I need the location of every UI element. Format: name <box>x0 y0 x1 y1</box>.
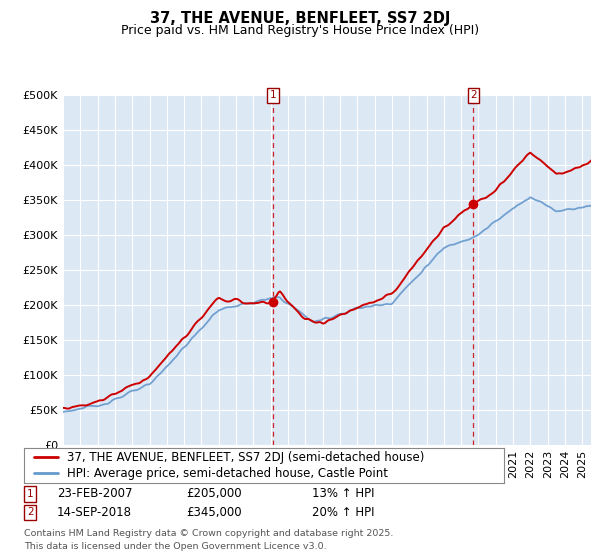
Text: £205,000: £205,000 <box>186 487 242 501</box>
Text: Contains HM Land Registry data © Crown copyright and database right 2025.
This d: Contains HM Land Registry data © Crown c… <box>24 529 394 550</box>
Text: £345,000: £345,000 <box>186 506 242 519</box>
Text: 14-SEP-2018: 14-SEP-2018 <box>57 506 132 519</box>
Text: 23-FEB-2007: 23-FEB-2007 <box>57 487 133 501</box>
Text: 37, THE AVENUE, BENFLEET, SS7 2DJ: 37, THE AVENUE, BENFLEET, SS7 2DJ <box>150 11 450 26</box>
Text: 1: 1 <box>269 90 276 100</box>
Text: Price paid vs. HM Land Registry's House Price Index (HPI): Price paid vs. HM Land Registry's House … <box>121 24 479 37</box>
Text: 20% ↑ HPI: 20% ↑ HPI <box>312 506 374 519</box>
Text: 13% ↑ HPI: 13% ↑ HPI <box>312 487 374 501</box>
Text: 1: 1 <box>27 489 34 499</box>
Text: 2: 2 <box>27 507 34 517</box>
Text: 37, THE AVENUE, BENFLEET, SS7 2DJ (semi-detached house): 37, THE AVENUE, BENFLEET, SS7 2DJ (semi-… <box>67 451 425 464</box>
Text: 2: 2 <box>470 90 477 100</box>
Text: HPI: Average price, semi-detached house, Castle Point: HPI: Average price, semi-detached house,… <box>67 467 388 480</box>
